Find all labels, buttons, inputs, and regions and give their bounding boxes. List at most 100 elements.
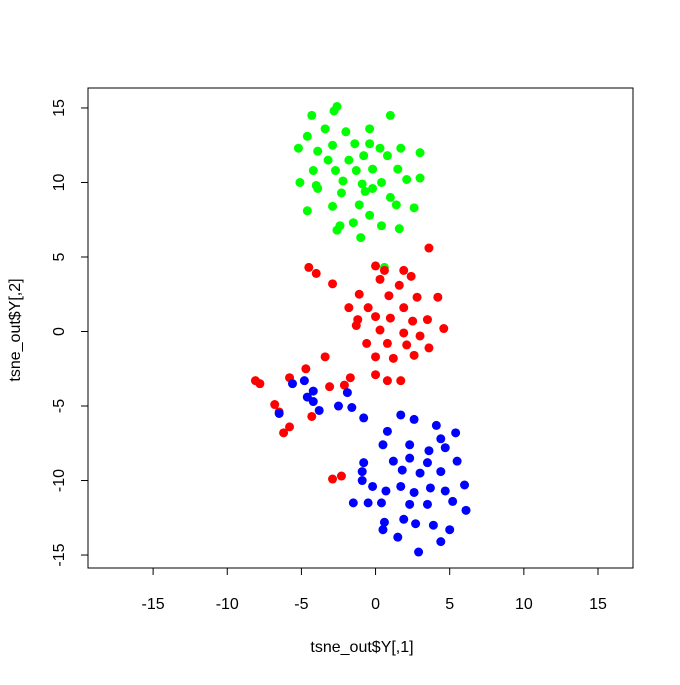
point (394, 224, 404, 234)
point (279, 428, 289, 438)
y-tick-label: 10 (51, 173, 68, 191)
point (365, 139, 375, 149)
point (311, 180, 321, 190)
point (391, 200, 401, 210)
point (439, 324, 449, 334)
point (371, 370, 381, 380)
point (414, 547, 424, 557)
point (368, 183, 378, 193)
point (440, 486, 450, 496)
point (302, 206, 312, 216)
point (405, 499, 415, 509)
point (409, 487, 419, 497)
point (378, 525, 388, 535)
point (351, 321, 361, 331)
x-tick-label: -5 (294, 596, 308, 613)
point (415, 173, 425, 183)
point (371, 352, 381, 362)
point (375, 143, 385, 153)
point (448, 496, 458, 506)
point (255, 379, 265, 389)
point (385, 313, 395, 323)
point (451, 428, 461, 438)
point (308, 386, 318, 396)
x-axis-label: tsne_out$Y[,1] (310, 639, 413, 656)
point (399, 265, 409, 275)
point (445, 525, 455, 535)
point (311, 268, 321, 278)
point (399, 328, 409, 338)
point (381, 486, 391, 496)
point (428, 520, 438, 530)
point (356, 233, 366, 243)
point (350, 139, 360, 149)
point (338, 176, 348, 186)
point (399, 514, 409, 524)
x-tick-label: -15 (142, 596, 165, 613)
point (365, 210, 375, 220)
point (365, 124, 375, 134)
point (393, 532, 403, 542)
point (376, 177, 386, 187)
point (425, 483, 435, 493)
point (307, 110, 317, 120)
plot-box (87, 87, 634, 569)
point (299, 376, 309, 386)
point (363, 303, 373, 313)
point (409, 414, 419, 424)
point (285, 422, 295, 432)
point (411, 519, 421, 529)
x-tick-label: 15 (589, 596, 607, 613)
point (342, 388, 352, 398)
point (409, 203, 419, 213)
point (274, 408, 284, 418)
point (348, 218, 358, 228)
point (376, 221, 386, 231)
point (323, 155, 333, 165)
point (348, 498, 358, 508)
point (304, 262, 314, 272)
point (461, 505, 471, 515)
point (379, 517, 389, 527)
point (354, 200, 364, 210)
point (394, 280, 404, 290)
point (347, 403, 357, 413)
point (344, 155, 354, 165)
point (409, 350, 419, 360)
y-tick-label: 5 (51, 252, 68, 261)
point (399, 303, 409, 313)
point (436, 537, 446, 547)
point (302, 131, 312, 141)
point (452, 456, 462, 466)
point (362, 338, 372, 348)
point (328, 279, 338, 289)
point (368, 164, 378, 174)
point (388, 353, 398, 363)
point (422, 315, 432, 325)
x-tick-label: 5 (445, 596, 454, 613)
point (336, 471, 346, 481)
point (415, 468, 425, 478)
point (314, 405, 324, 415)
y-tick-label: -10 (51, 469, 68, 492)
point (385, 110, 395, 120)
point (382, 338, 392, 348)
point (424, 343, 434, 353)
point (424, 243, 434, 253)
point (359, 458, 369, 468)
point (382, 426, 392, 436)
point (396, 481, 406, 491)
point (379, 265, 389, 275)
x-tick-label: 0 (371, 596, 380, 613)
y-tick-label: 15 (51, 99, 68, 117)
point (301, 364, 311, 374)
point (378, 440, 388, 450)
point (385, 192, 395, 202)
point (388, 456, 398, 466)
x-tick-label: 10 (515, 596, 533, 613)
point (371, 312, 381, 322)
point (433, 292, 443, 302)
point (313, 146, 323, 156)
point (325, 382, 335, 392)
